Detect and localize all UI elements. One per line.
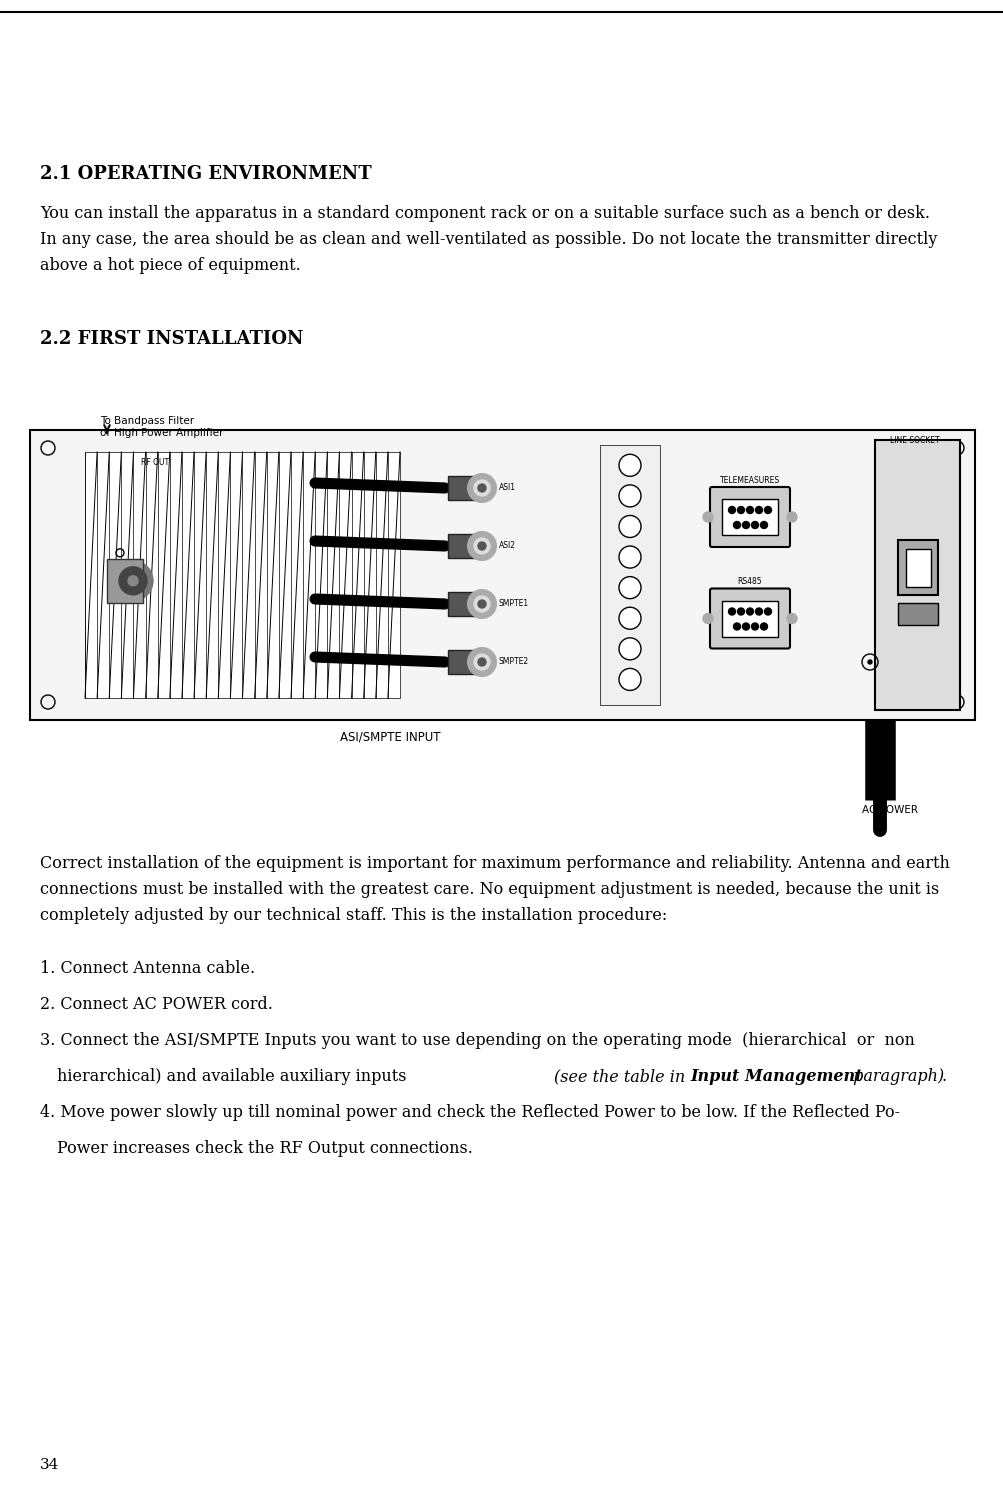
Bar [875, 440, 959, 710]
Circle shape [754, 506, 761, 514]
Text: Input Management: Input Management [689, 1068, 862, 1084]
Ellipse shape [619, 485, 640, 506]
Circle shape [702, 613, 712, 623]
Circle shape [737, 506, 744, 514]
Circle shape [477, 484, 485, 493]
Circle shape [728, 608, 735, 614]
Bar [447, 535, 475, 559]
Text: connections must be installed with the greatest care. No equipment adjustment is: connections must be installed with the g… [40, 882, 939, 898]
Text: completely adjusted by our technical staff. This is the installation procedure:: completely adjusted by our technical sta… [40, 907, 667, 924]
Text: To Bandpass Filter
or High Power Amplifier: To Bandpass Filter or High Power Amplifi… [100, 416, 223, 439]
Circle shape [746, 506, 752, 514]
Circle shape [737, 608, 744, 614]
Ellipse shape [619, 638, 640, 659]
Text: AC POWER: AC POWER [862, 805, 917, 816]
Text: In any case, the area should be as clean and well-ventilated as possible. Do not: In any case, the area should be as clean… [40, 231, 937, 248]
Text: 3. Connect the ASI/SMPTE Inputs you want to use depending on the operating mode : 3. Connect the ASI/SMPTE Inputs you want… [40, 1032, 914, 1048]
Text: hierarchical) and available auxiliary inputs: hierarchical) and available auxiliary in… [57, 1068, 411, 1084]
Bar [721, 499, 777, 535]
Circle shape [754, 608, 761, 614]
Ellipse shape [619, 515, 640, 538]
Circle shape [473, 653, 489, 670]
Text: LINE SOCKET: LINE SOCKET [890, 436, 939, 445]
Text: 2.2 FIRST INSTALLATION: 2.2 FIRST INSTALLATION [40, 330, 303, 348]
Text: ASI1: ASI1 [498, 484, 516, 493]
Text: ASI/SMPTE INPUT: ASI/SMPTE INPUT [339, 730, 439, 743]
Circle shape [119, 566, 146, 595]
Circle shape [467, 475, 495, 502]
Text: RS485: RS485 [737, 577, 761, 586]
Text: (see the table in: (see the table in [554, 1068, 690, 1084]
Bar [721, 601, 777, 637]
Text: 2.1 OPERATING ENVIRONMENT: 2.1 OPERATING ENVIRONMENT [40, 165, 371, 183]
Text: 2. Connect AC POWER cord.: 2. Connect AC POWER cord. [40, 996, 273, 1012]
Bar [905, 550, 930, 587]
Text: 34: 34 [40, 1458, 59, 1472]
Circle shape [467, 590, 495, 617]
Circle shape [742, 623, 749, 629]
Text: SMPTE1: SMPTE1 [498, 599, 529, 608]
Bar [30, 430, 974, 719]
Circle shape [467, 532, 495, 560]
Ellipse shape [619, 454, 640, 476]
Circle shape [113, 560, 152, 601]
Text: above a hot piece of equipment.: above a hot piece of equipment. [40, 257, 301, 273]
Circle shape [759, 623, 766, 629]
Text: TELEMEASURES: TELEMEASURES [719, 476, 779, 485]
Circle shape [759, 521, 766, 529]
Text: Correct installation of the equipment is important for maximum performance and r: Correct installation of the equipment is… [40, 855, 949, 873]
Circle shape [477, 542, 485, 550]
Ellipse shape [619, 547, 640, 568]
Circle shape [786, 613, 796, 623]
FancyBboxPatch shape [709, 487, 789, 547]
Circle shape [702, 512, 712, 523]
Text: You can install the apparatus in a standard component rack or on a suitable surf: You can install the apparatus in a stand… [40, 204, 929, 222]
Ellipse shape [619, 607, 640, 629]
Circle shape [742, 521, 749, 529]
Text: paragraph): paragraph) [848, 1068, 943, 1084]
Circle shape [477, 599, 485, 608]
FancyBboxPatch shape [709, 589, 789, 649]
Text: .: . [941, 1068, 946, 1084]
Circle shape [473, 481, 489, 496]
Circle shape [473, 538, 489, 554]
Circle shape [746, 608, 752, 614]
Bar [897, 602, 937, 625]
Circle shape [786, 512, 796, 523]
Bar [107, 559, 142, 602]
Bar [447, 592, 475, 616]
Circle shape [473, 596, 489, 611]
Circle shape [751, 623, 757, 629]
Circle shape [733, 521, 740, 529]
Bar [897, 541, 937, 595]
Text: 4. Move power slowly up till nominal power and check the Reflected Power to be l: 4. Move power slowly up till nominal pow… [40, 1104, 900, 1120]
Text: 1. Connect Antenna cable.: 1. Connect Antenna cable. [40, 960, 255, 976]
Bar [85, 452, 399, 698]
Text: RF OUT: RF OUT [140, 458, 169, 467]
Circle shape [733, 623, 740, 629]
Text: SMPTE2: SMPTE2 [498, 658, 529, 667]
Circle shape [477, 658, 485, 665]
Circle shape [467, 647, 495, 676]
Circle shape [763, 608, 770, 614]
Bar [447, 650, 475, 674]
Circle shape [728, 506, 735, 514]
Circle shape [751, 521, 757, 529]
Text: Power increases check the RF Output connections.: Power increases check the RF Output conn… [57, 1140, 472, 1157]
Bar [600, 445, 659, 704]
Ellipse shape [619, 577, 640, 599]
Ellipse shape [619, 668, 640, 691]
Text: ASI2: ASI2 [498, 542, 516, 551]
Bar [447, 476, 475, 500]
Circle shape [127, 575, 137, 586]
Circle shape [868, 659, 872, 664]
Circle shape [763, 506, 770, 514]
